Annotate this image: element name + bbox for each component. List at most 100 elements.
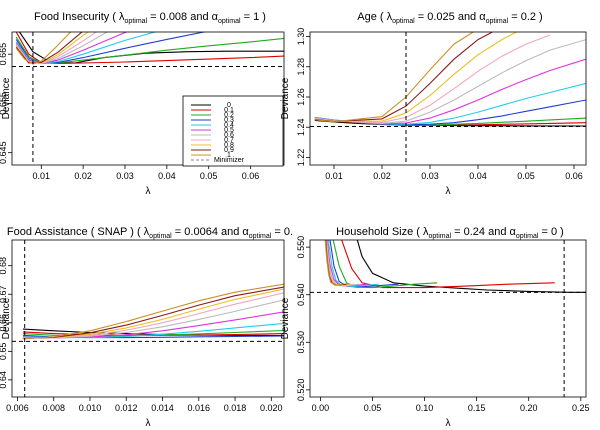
legend-label: 0.5 [224,127,234,134]
title-alpha-symbol: α [479,11,486,23]
legend-label: Minimizer [214,157,245,164]
series-line-alpha-0.6 [314,39,586,124]
y-axis-label: Deviance [280,297,291,339]
legend-label: 0.8 [224,142,234,149]
y-axis-label: Deviance [1,297,12,339]
series-line-alpha-0.4 [15,32,157,65]
x-tick-label: 0.06 [242,171,260,181]
title-alpha-value: = 1 ) [241,11,266,23]
series-line-alpha-0.9 [22,286,284,340]
title-lambda-subscript: optimal [429,233,452,240]
title-lambda-value: = 0.025 and [415,11,480,23]
plot-frame [11,31,285,166]
series-line-alpha-0.4 [314,82,586,125]
y-tick-label: 0.540 [296,283,306,306]
x-tick-label: 0.012 [115,403,138,413]
x-tick-label: 0.020 [260,403,283,413]
x-axis-label: λ [146,186,151,197]
series-line-alpha-0 [22,328,284,337]
title-lambda-subscript: optimal [392,18,415,25]
x-tick-label: 0.03 [116,171,134,181]
series-line-alpha-0.1 [341,240,555,289]
plot-frame [309,239,587,398]
plot-frame [11,239,285,398]
series-line-alpha-1 [324,240,344,286]
y-tick-label: 0.655 [0,92,8,115]
series-line-alpha-0.1 [15,32,284,65]
chart-panel-2: Age ( λoptimal = 0.025 and αoptimal = 0.… [280,11,587,197]
series-line-alpha-0.2 [15,36,284,64]
x-tick-label: 0.016 [188,403,211,413]
y-tick-label: 0.68 [0,257,8,275]
legend-label: 0.7 [224,137,234,144]
title-alpha-symbol: α [212,11,219,23]
x-axis-label: λ [146,418,151,429]
x-tick-label: 0.05 [364,403,382,413]
series-line-alpha-0.3 [15,32,207,65]
title-alpha-symbol: α [242,226,249,238]
series-line-alpha-1 [15,32,72,65]
title-prefix: Household Size ( [336,226,423,238]
x-tick-label: 0.04 [469,171,487,181]
title-lambda-symbol: λ [387,11,393,23]
title-alpha-value: = 0. [271,226,293,238]
plot-frame [309,31,587,166]
y-tick-label: 0.550 [296,236,306,259]
x-tick-label: 0.03 [421,171,439,181]
x-tick-label: 0.008 [42,403,65,413]
legend-label: 0.9 [224,147,234,154]
title-lambda-symbol: λ [423,226,429,238]
x-tick-label: 0.02 [373,171,391,181]
y-tick-label: 1.28 [296,58,306,76]
y-tick-label: 0.520 [296,379,306,402]
x-tick-label: 0.06 [565,171,583,181]
x-tick-label: 0.010 [79,403,102,413]
y-tick-label: 0.65 [0,343,8,361]
x-tick-label: 0.25 [572,403,590,413]
y-axis-label: Deviance [280,77,291,119]
x-tick-label: 0.02 [74,171,92,181]
chart-panel-4: Household Size ( λoptimal = 0.24 and αop… [280,226,590,429]
series-line-alpha-1 [22,283,284,340]
title-prefix: Food Insecurity ( [34,11,119,23]
y-tick-label: 1.26 [296,88,306,106]
title-alpha-symbol: α [510,226,517,238]
legend-label: 0.2 [224,112,234,119]
series-group [22,283,284,340]
title-lambda-value: = 0.24 and [451,226,509,238]
x-tick-label: 0.04 [158,171,176,181]
title-lambda-subscript: optimal [149,233,172,240]
x-tick-label: 0.05 [200,171,218,181]
title-prefix: Age ( [357,11,386,23]
y-tick-label: 0.66 [0,314,8,332]
y-tick-label: 0.67 [0,285,8,303]
chart-panel-3: Food Assistance ( SNAP ) ( λoptimal = 0.… [0,226,293,429]
series-line-alpha-0.9 [314,32,493,123]
y-tick-label: 0.64 [0,371,8,389]
title-lambda-value: = 0.0064 and [172,226,243,238]
y-tick-label: 0.530 [296,331,306,354]
series-line-alpha-0.5 [15,32,129,65]
title-alpha-value: = 0.2 ) [508,11,543,23]
legend-label: 0.1 [224,107,234,114]
x-tick-label: 0.00 [312,403,330,413]
legend-box [182,95,284,167]
series-line-alpha-0.3 [329,240,399,288]
x-tick-label: 0.05 [517,171,535,181]
x-tick-label: 0.20 [520,403,538,413]
title-lambda-symbol: λ [119,11,125,23]
title-lambda-symbol: λ [144,226,150,238]
legend-label: 0.6 [224,132,234,139]
series-line-alpha-0.4 [327,240,379,288]
y-tick-label: 1.22 [296,149,306,167]
legend-label: 1 [227,152,231,159]
legend-label: 0 [227,102,231,109]
series-group [324,240,586,293]
series-line-alpha-0.7 [314,34,551,123]
title-lambda-value: = 0.008 and [147,11,212,23]
x-tick-label: 0.10 [416,403,434,413]
chart-panel-1: Food Insecurity ( λoptimal = 0.008 and α… [0,11,285,197]
chart-title: Food Assistance ( SNAP ) ( λoptimal = 0.… [7,226,293,240]
title-prefix: Food Assistance ( SNAP ) ( [7,226,144,238]
x-axis-label: λ [446,186,451,197]
